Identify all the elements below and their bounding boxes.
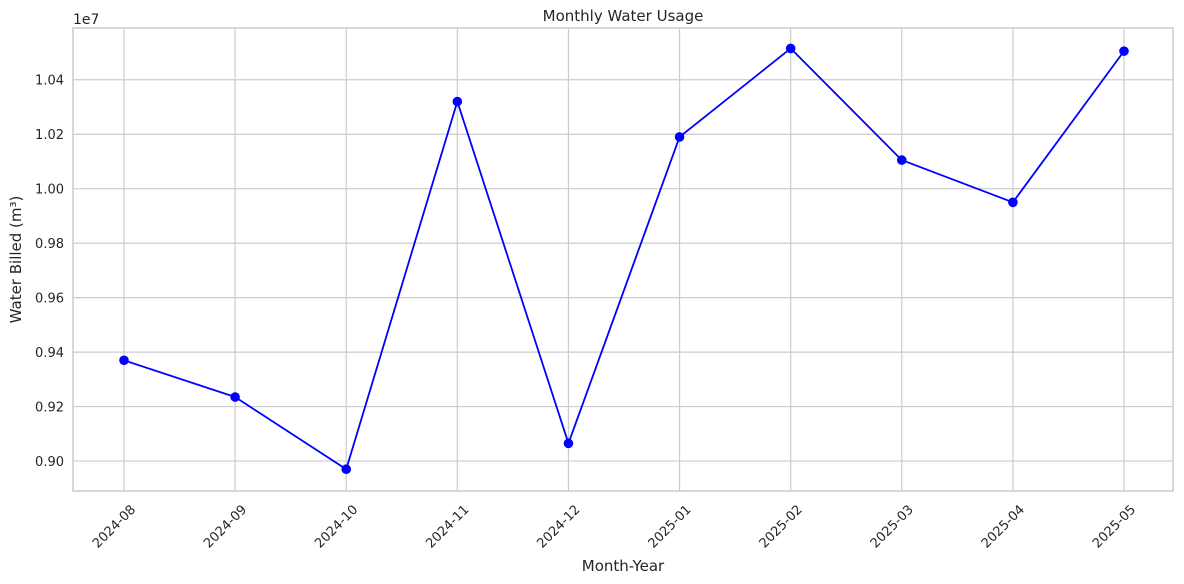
y-tick-label: 0.92 [35, 401, 64, 416]
plot-frame [72, 27, 1174, 492]
data-point [230, 392, 240, 402]
y-tick-label: 0.94 [35, 346, 64, 361]
data-point [1119, 46, 1129, 56]
x-tick-label: 2025-01 [646, 502, 695, 551]
y-axis-offset-label: 1e7 [73, 12, 99, 28]
x-tick-label: 2025-03 [868, 502, 917, 551]
data-point [785, 43, 796, 54]
x-tick-label: 2024-11 [423, 502, 472, 551]
series-line [123, 47, 1125, 471]
x-tick-label: 2024-08 [90, 502, 139, 551]
x-tick-label: 2024-09 [201, 502, 250, 551]
x-axis-ticks: 2024-08 2024-09 2024-10 2024-11 2024-12 2025-… [90, 502, 1139, 551]
data-point [674, 132, 685, 142]
data-point [896, 155, 907, 165]
y-tick-label: 0.90 [35, 455, 64, 470]
data-point [1008, 197, 1018, 208]
x-tick-label: 2025-02 [757, 502, 806, 551]
series-layer [119, 43, 1129, 475]
x-tick-label: 2024-10 [312, 502, 361, 551]
chart-title: Monthly Water Usage [543, 7, 704, 25]
y-axis-label: Water Billed (m³) [7, 196, 25, 324]
y-tick-label: 1.04 [35, 74, 64, 89]
x-tick-label: 2025-04 [979, 502, 1028, 551]
y-tick-label: 0.98 [35, 237, 64, 252]
grid [73, 28, 1173, 491]
x-axis-label: Month-Year [582, 557, 665, 575]
x-tick-label: 2024-12 [534, 502, 583, 551]
data-point [341, 464, 352, 475]
data-point [563, 438, 574, 449]
y-tick-label: 1.02 [35, 128, 64, 143]
y-tick-label: 1.00 [35, 183, 64, 198]
x-tick-label: 2025-05 [1090, 502, 1139, 551]
y-tick-label: 0.96 [35, 292, 64, 307]
data-point [119, 355, 129, 366]
data-point [452, 96, 463, 107]
y-axis-ticks: 0.90 0.92 0.94 0.96 0.98 1.00 1.02 1.04 [35, 74, 64, 470]
